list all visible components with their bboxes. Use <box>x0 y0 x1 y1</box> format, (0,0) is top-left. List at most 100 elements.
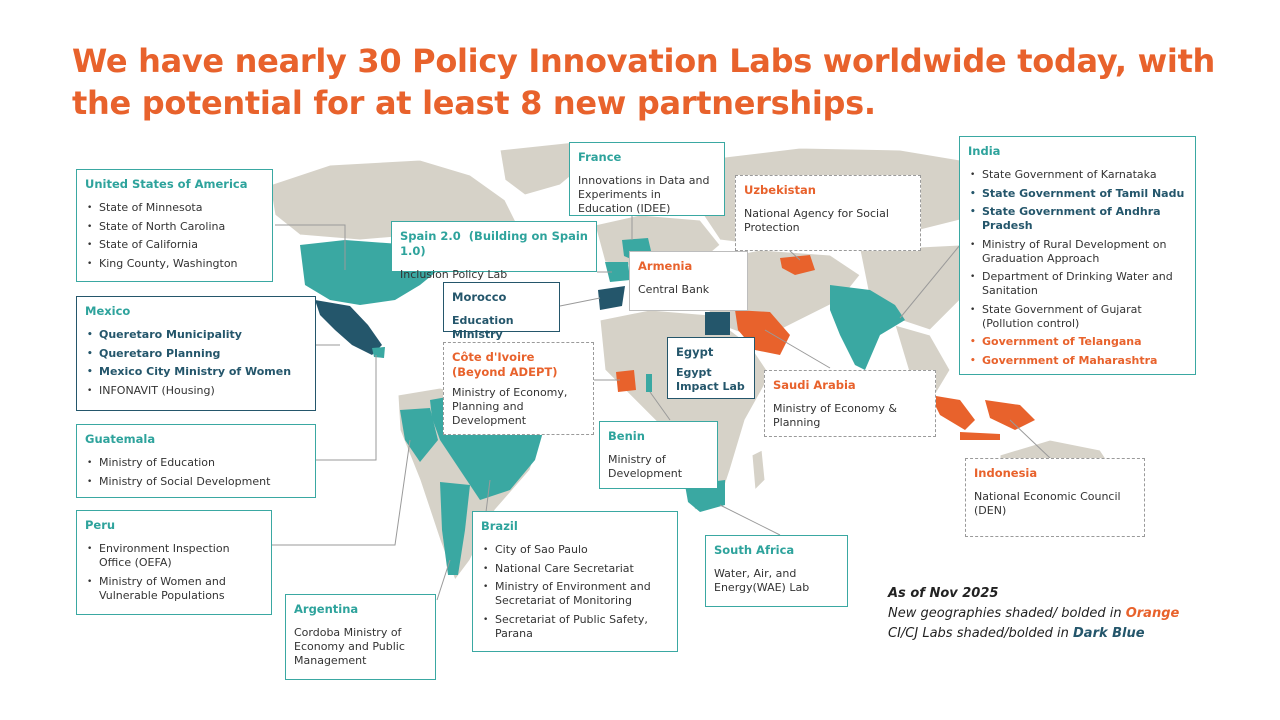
box-mexico: Mexico Queretaro Municipality Queretaro … <box>76 296 316 411</box>
shade-guatemala <box>372 347 385 358</box>
box-title: India <box>968 144 1001 158</box>
list-item: Queretaro Planning <box>87 347 307 361</box>
box-title: France <box>578 150 622 164</box>
list-item: State Government of Gujarat (Pollution c… <box>970 303 1187 331</box>
box-desc: Ministry of Economy, Planning and Develo… <box>452 386 568 427</box>
shade-argentina <box>440 482 470 575</box>
box-desc: Education Ministry <box>452 314 514 341</box>
box-egypt: Egypt Egypt Impact Lab <box>667 337 755 399</box>
shade-spain <box>605 262 630 282</box>
box-title: Brazil <box>481 519 518 533</box>
box-brazil: Brazil City of Sao Paulo National Care S… <box>472 511 678 652</box>
box-title: Côte d'Ivoire (Beyond ADEPT) <box>452 350 558 379</box>
box-desc: Egypt Impact Lab <box>676 366 745 393</box>
legend-line-blue: CI/CJ Labs shaded/bolded in Dark Blue <box>888 624 1179 644</box>
box-cote: Côte d'Ivoire (Beyond ADEPT) Ministry of… <box>443 342 594 435</box>
connector-peru <box>272 439 411 546</box>
legend-text: CI/CJ Labs shaded/bolded in <box>888 626 1073 641</box>
box-desc: Ministry of Economy & Planning <box>773 402 897 429</box>
box-uzbekistan: Uzbekistan National Agency for Social Pr… <box>735 175 921 251</box>
list-item: State Government of Tamil Nadu <box>970 187 1187 201</box>
box-title: United States of America <box>85 177 248 191</box>
box-argentina: Argentina Cordoba Ministry of Economy an… <box>285 594 436 680</box>
connector-usa <box>275 224 346 270</box>
connector-india <box>899 244 961 319</box>
box-spain: Spain 2.0 (Building on Spain 1.0) Inclus… <box>391 221 597 281</box>
box-subtitle: (Building on Spain 1.0) <box>400 229 588 258</box>
list-item: INFONAVIT (Housing) <box>87 384 307 398</box>
list-item: Environment Inspection Office (OEFA) <box>87 542 263 570</box>
connector-indonesia <box>1009 419 1051 459</box>
shade-morocco <box>598 286 625 310</box>
box-desc: Ministry of Development <box>608 453 683 480</box>
list-item: Mexico City Ministry of Women <box>87 365 307 379</box>
legend-text: New geographies shaded/ bolded in <box>888 606 1126 621</box>
box-desc: Cordoba Ministry of Economy and Public M… <box>294 626 405 667</box>
connector-guatemala <box>316 355 377 461</box>
box-desc: National Economic Council (DEN) <box>974 490 1121 517</box>
land-seasia <box>894 324 951 396</box>
box-title: Guatemala <box>85 432 156 446</box>
box-desc: National Agency for Social Protection <box>744 207 889 234</box>
shade-egypt <box>705 312 730 335</box>
connector-southafrica <box>719 504 781 536</box>
box-armenia: Armenia Central Bank <box>629 251 748 311</box>
connector-morocco <box>559 297 601 307</box>
list-item: Ministry of Education <box>87 456 307 470</box>
box-title: Peru <box>85 518 116 532</box>
legend-highlight-orange: Orange <box>1125 606 1180 621</box>
box-desc: Innovations in Data and Experiments in E… <box>578 174 710 215</box>
legend-highlight-blue: Dark Blue <box>1073 626 1145 641</box>
list-item: National Care Secretariat <box>483 562 669 576</box>
list-item: Department of Drinking Water and Sanitat… <box>970 270 1187 298</box>
box-southafrica: South Africa Water, Air, and Energy(WAE)… <box>705 535 848 607</box>
connector-uzbek <box>789 250 801 261</box>
list-item: Ministry of Women and Vulnerable Populat… <box>87 575 263 603</box>
shade-benin <box>646 374 652 392</box>
list-item: Government of Telangana <box>970 335 1187 349</box>
connector-argentina <box>436 559 451 601</box>
list-item: State Government of Karnataka <box>970 168 1187 182</box>
box-desc: Central Bank <box>638 283 710 296</box>
shade-india <box>830 285 905 370</box>
box-title: South Africa <box>714 543 795 557</box>
list-item: Ministry of Social Development <box>87 475 307 489</box>
list-item: King County, Washington <box>87 257 264 271</box>
list-item: State of California <box>87 238 264 252</box>
box-desc: Inclusion Policy Lab <box>400 268 508 281</box>
box-benin: Benin Ministry of Development <box>599 421 718 489</box>
shade-mexico <box>315 300 382 355</box>
box-title: Spain 2.0 (Building on Spain 1.0) <box>400 229 588 259</box>
page-title: We have nearly 30 Policy Innovation Labs… <box>72 42 1216 122</box>
box-title: Mexico <box>85 304 131 318</box>
list-item: Secretariat of Public Safety, Parana <box>483 613 669 641</box>
box-title: Morocco <box>452 290 507 304</box>
list-item: Ministry of Rural Development on Graduat… <box>970 238 1187 266</box>
box-title: Egypt <box>676 345 714 359</box>
box-guatemala: Guatemala Ministry of Education Ministry… <box>76 424 316 498</box>
land-madagascar <box>751 449 766 492</box>
box-peru: Peru Environment Inspection Office (OEFA… <box>76 510 272 615</box>
shade-indonesia <box>930 395 1035 440</box>
box-morocco: Morocco Education Ministry <box>443 282 560 341</box>
shade-uzbekistan <box>780 255 815 275</box>
list-item: State Government of Andhra Pradesh <box>970 205 1187 233</box>
box-desc: Water, Air, and Energy(WAE) Lab <box>714 567 810 594</box>
box-france: France Innovations in Data and Experimen… <box>569 142 725 216</box>
shade-peru <box>400 408 438 462</box>
legend-line-orange: New geographies shaded/ bolded in Orange <box>888 604 1179 624</box>
box-usa: United States of America State of Minnes… <box>76 169 273 282</box>
list-item: Queretaro Municipality <box>87 328 307 342</box>
box-saudi: Saudi Arabia Ministry of Economy & Plann… <box>764 370 936 437</box>
connector-benin <box>649 391 671 421</box>
box-title: Saudi Arabia <box>773 378 856 392</box>
box-india: India State Government of Karnataka Stat… <box>959 136 1196 375</box>
box-indonesia: Indonesia National Economic Council (DEN… <box>965 458 1145 537</box>
list-item: State of Minnesota <box>87 201 264 215</box>
shade-cote <box>616 370 636 392</box>
box-title-main: Spain 2.0 <box>400 229 461 243</box>
legend-date: As of Nov 2025 <box>888 586 999 601</box>
list-item: Government of Maharashtra <box>970 354 1187 368</box>
box-title: Indonesia <box>974 466 1038 480</box>
list-item: Ministry of Environment and Secretariat … <box>483 580 669 608</box>
